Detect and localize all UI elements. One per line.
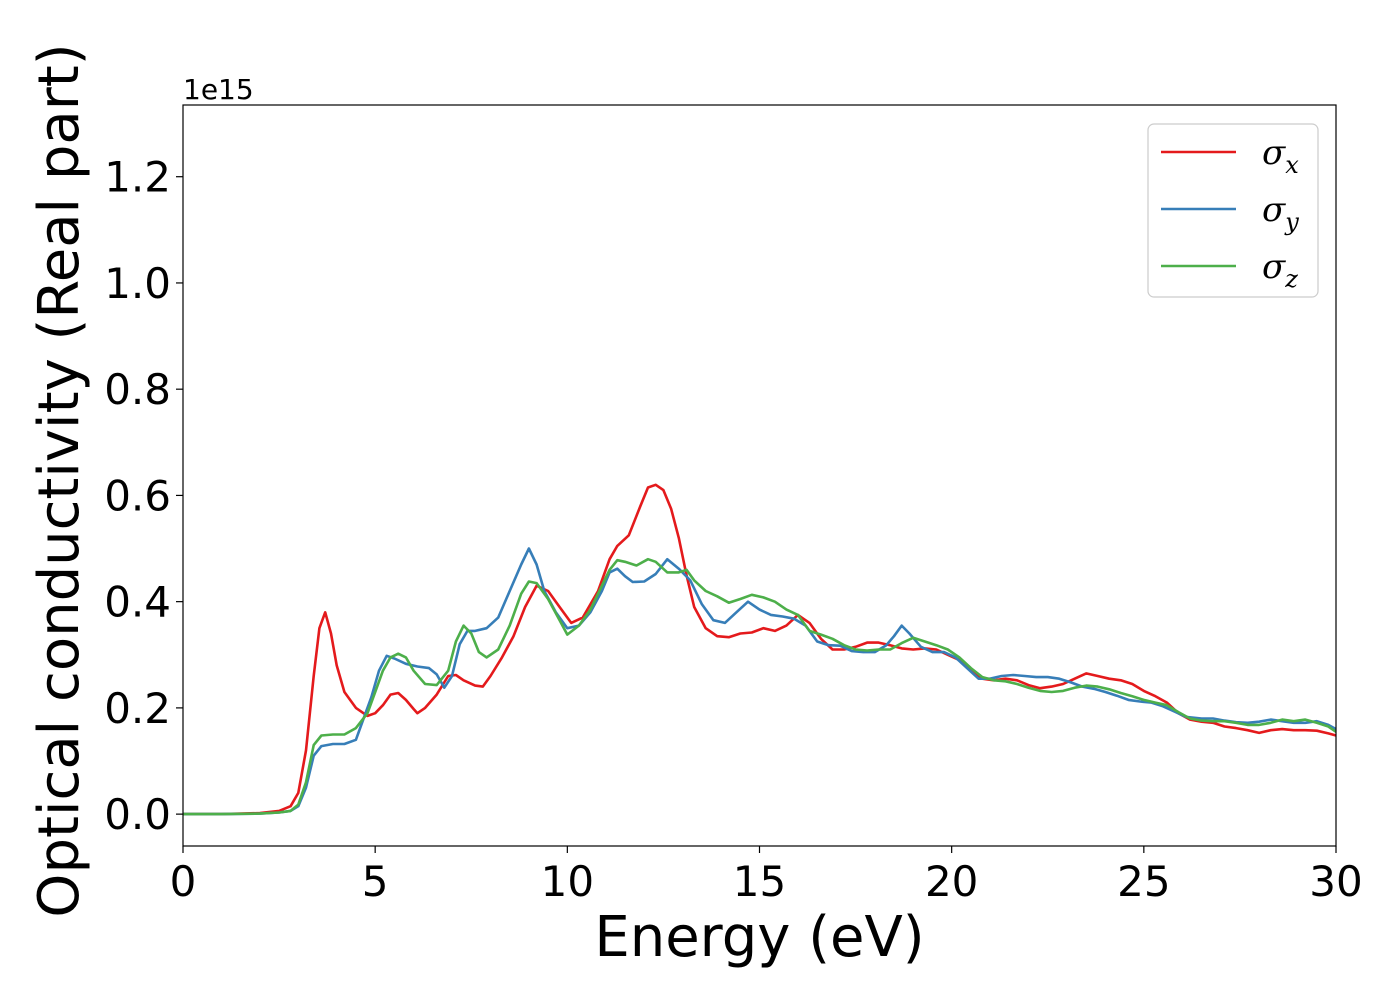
y-offset-text: 1e15 — [183, 73, 254, 106]
x-axis-label: Energy (eV) — [594, 905, 924, 970]
series-line-x — [183, 483, 1336, 816]
y-tick-label: 0.8 — [104, 365, 171, 414]
x-axis-ticks: 0 5 10 15 20 25 30 — [170, 846, 1363, 906]
y-tick-label: 0.4 — [104, 578, 171, 627]
legend-label-y: σy — [1262, 190, 1299, 236]
series-line-z — [183, 557, 1336, 816]
legend-label-z: σz — [1262, 247, 1298, 293]
x-tick-label: 10 — [541, 857, 594, 906]
x-tick-label: 20 — [925, 857, 978, 906]
series-lines — [183, 483, 1336, 816]
y-tick-label: 1.0 — [104, 259, 171, 308]
y-tick-label: 1.2 — [104, 153, 171, 202]
legend: σx σy σz — [1147, 123, 1319, 298]
y-tick-label: 0.2 — [104, 684, 171, 733]
x-tick-label: 5 — [362, 857, 389, 906]
x-tick-label: 0 — [170, 857, 197, 906]
y-axis-label: Optical conductivity (Real part) — [27, 43, 92, 917]
legend-box — [1147, 123, 1319, 298]
y-axis-ticks: 0.0 0.2 0.4 0.6 0.8 1.0 1.2 — [104, 153, 183, 839]
y-tick-label: 0.0 — [104, 790, 171, 839]
y-tick-label: 0.6 — [104, 471, 171, 520]
series-line-y — [183, 547, 1336, 816]
x-tick-label: 25 — [1117, 857, 1170, 906]
x-tick-label: 30 — [1309, 857, 1362, 906]
x-tick-label: 15 — [733, 857, 786, 906]
legend-label-x: σx — [1262, 133, 1299, 179]
